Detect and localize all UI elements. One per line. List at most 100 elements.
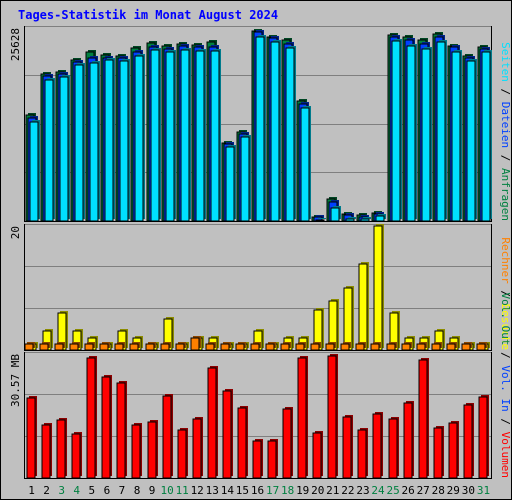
bar-seiten-day-19 [300,106,311,222]
bar-rechner-day-29 [446,342,457,351]
bar-seiten-day-3 [59,75,70,222]
bar-face [220,343,230,351]
bar-face [340,343,350,351]
bar-face [177,429,187,479]
bar-face [325,343,335,351]
bar-face [373,225,383,351]
bar-face [433,427,443,479]
legend-entry-rechner: Rechner [499,237,512,284]
bar-seiten-day-2 [44,78,55,222]
bar-seiten-day-20 [315,218,326,222]
bar-seiten-day-27 [421,47,432,222]
legend-separator: / [499,82,512,102]
bar-rechner-day-17 [265,342,276,351]
bar-face [129,343,139,351]
bar-face [418,359,428,479]
bar-volumen-day-20 [312,431,323,479]
day-label: 6 [104,484,111,497]
bar-face [252,440,262,479]
bar-seiten-day-31 [481,50,492,222]
bar-face [431,343,441,351]
bar-face [466,60,476,222]
bar-rechner-day-4 [69,342,80,351]
bar-seiten-day-24 [375,214,386,222]
bar-face [330,207,340,222]
panel-hits: 25628 [9,26,492,222]
bar-shadow [363,217,371,219]
bar-seiten-day-5 [89,61,100,222]
bar-face [360,218,370,222]
bar-face [355,343,365,351]
bar-rechner-day-31 [476,342,487,351]
bar-volumen-day-4 [71,432,82,479]
bar-face [310,343,320,351]
bar-seiten-day-21 [330,206,341,222]
bar-volumen-day-19 [297,356,308,479]
legend-separator: / [499,284,512,304]
bar-face [160,343,170,351]
bar-face [89,62,99,222]
bar-rechner-day-22 [340,342,351,351]
bar-volumen-day-27 [418,358,429,479]
bar-seiten-day-16 [255,35,266,222]
bar-face [71,433,81,479]
bar-face [180,49,190,222]
day-label: 28 [432,484,445,497]
day-label: 9 [149,484,156,497]
bar-seiten-day-13 [210,49,221,222]
day-label: 15 [236,484,249,497]
day-labels: 1 2 3 4 5 6 7 8 9 10 11 12 13 14 15 16 17 18 19 20 21 22 23 24 2… [28,484,490,497]
bar-volumen-day-30 [463,403,474,479]
bar-rechner-day-15 [235,342,246,351]
legend-entry-vol_in: Vol. In [499,365,512,411]
bar-rechner-day-26 [401,342,412,351]
bar-face [250,343,260,351]
bar-face [134,55,144,222]
bar-face [345,218,355,222]
bar-face [225,146,235,222]
legend-entry-dateien: Dateien [499,102,512,148]
day-label: 26 [401,484,414,497]
bar-face [342,416,352,479]
bar-rechner-day-28 [431,342,442,351]
bar-rechner-day-1 [24,342,35,351]
day-label: 29 [447,484,460,497]
day-label: 2 [43,484,50,497]
legend-separator: / [499,148,512,168]
bar-face [448,422,458,479]
series-rechner [24,336,487,351]
bar-volumen-day-1 [26,396,37,479]
bar-volumen-day-21 [327,354,338,479]
bar-face [39,343,49,351]
bar-face [421,48,431,222]
bar-rechner-day-25 [386,342,397,351]
bar-volumen-day-9 [147,420,158,479]
bar-face [101,376,111,479]
bar-face [147,421,157,479]
legend-volume: Vol. Out / Vol. In / Volumen [499,293,512,478]
day-label: 30 [462,484,475,497]
bar-face [131,424,141,479]
legend-entry-vol_out: Vol. Out [499,293,512,346]
bar-face [207,367,217,479]
bar-face [280,343,290,351]
bar-volumen-day-17 [267,439,278,479]
bar-face [69,343,79,351]
bar-face [372,413,382,479]
bar-volumen-day-25 [388,417,399,479]
bar-rechner-day-5 [84,342,95,351]
bar-face [375,215,385,222]
bar-rechner-day-18 [280,342,291,351]
bar-face [41,424,51,479]
bar-face [416,343,426,351]
bar-face [205,343,215,351]
bar-face [86,357,96,479]
bar-rechner-day-9 [145,342,156,351]
bar-besuche-day-22 [343,286,354,351]
axis-max-label: 25628 [9,28,22,61]
bar-face [255,36,265,222]
legend-entry-besuche: Besuche [499,304,512,350]
day-label: 1 [28,484,35,497]
bar-seiten-day-4 [74,63,85,222]
